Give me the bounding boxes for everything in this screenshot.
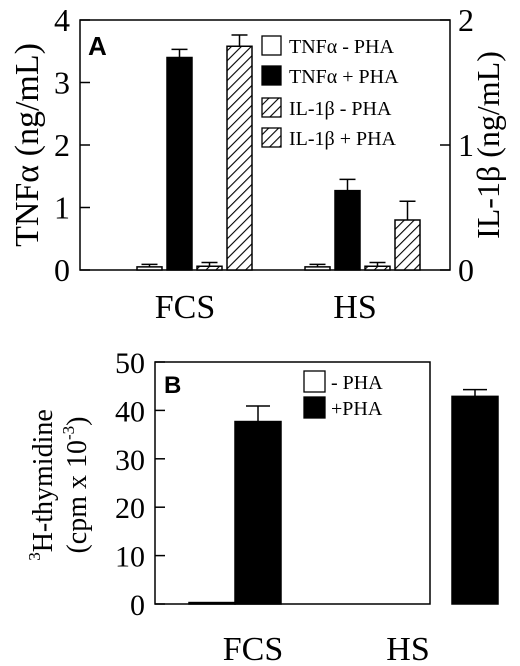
y-tick-label-b: 0: [130, 589, 145, 622]
bar-a: [364, 265, 391, 271]
y-axis-label-b: 3H-thymidine (cpm x 10-3): [25, 409, 93, 561]
chart-panel-a: A 0 1 2 3 4 0 1 2 TNFα - PHA TNFα + PHA IL-1β - P…: [9, 2, 506, 326]
bar-b: [188, 601, 236, 605]
bar-b: [234, 420, 282, 605]
y-axis-label-b-superscript: 3: [25, 552, 44, 561]
y-tick-label-left-a: 0: [54, 252, 70, 288]
category-label-b: HS: [386, 631, 429, 666]
legend-b: - PHA +PHA: [303, 370, 383, 420]
y-tick-label-b: 20: [115, 492, 145, 525]
legend-label-b: +PHA: [331, 398, 383, 420]
y-tick-label-left-a: 4: [54, 2, 70, 38]
panel-label-b: B: [164, 372, 181, 399]
bar-a: [226, 45, 253, 271]
legend-swatch-b: [303, 396, 326, 419]
legend-a: TNFα - PHA TNFα + PHA IL-1β - PHA IL-1β + P…: [261, 35, 399, 150]
y-tick-label-b: 40: [115, 395, 145, 428]
y-tick-label-right-a: 0: [458, 252, 474, 288]
bar-a: [304, 266, 331, 271]
legend-swatch-b: [303, 370, 326, 393]
bar-a: [166, 56, 193, 271]
y-axis-label-b-end: ): [62, 416, 93, 425]
svg-text:3H-thymidine: 3H-thymidine: [25, 409, 59, 561]
panel-label-a: A: [88, 31, 107, 61]
y-axis-label-left-a: TNFα (ng/mL): [9, 43, 46, 247]
bar-b: [451, 395, 499, 605]
y-axis-label-b-exponent: -3: [59, 426, 78, 440]
bar-a: [196, 265, 223, 271]
y-axis-label-b-line1: H-thymidine: [28, 409, 59, 552]
y-axis-label-b-line2: (cpm x 10: [62, 440, 93, 554]
bar-a: [334, 189, 361, 271]
y-tick-label-right-a: 1: [458, 127, 474, 163]
legend-label-b: - PHA: [331, 372, 383, 394]
y-axis-label-right-a: IL-1β (ng/mL): [470, 51, 506, 239]
category-label-b: FCS: [223, 631, 284, 666]
svg-text:(cpm x 10-3): (cpm x 10-3): [59, 416, 93, 553]
legend-swatch-a: [261, 97, 282, 118]
category-label-a: FCS: [155, 289, 216, 326]
bar-a: [136, 266, 163, 271]
chart-panel-b: B 0 10 20 30 40 50 - PHA +PHA 3H-thymidine (cp…: [25, 347, 499, 666]
category-label-a: HS: [333, 289, 376, 326]
legend-label-a: TNFα - PHA: [289, 36, 394, 58]
y-tick-label-left-a: 3: [54, 65, 70, 101]
legend-label-a: IL-1β + PHA: [289, 128, 397, 150]
y-tick-label-b: 10: [115, 541, 145, 574]
y-tick-label-b: 30: [115, 444, 145, 477]
plot-frame-b: [154, 361, 431, 605]
bar-a: [394, 219, 421, 271]
legend-swatch-a: [261, 65, 282, 86]
legend-swatch-a: [261, 127, 282, 148]
y-tick-label-left-a: 1: [54, 190, 70, 226]
legend-label-a: IL-1β - PHA: [289, 98, 392, 120]
y-tick-label-left-a: 2: [54, 127, 70, 163]
y-tick-label-b: 50: [115, 347, 145, 380]
legend-label-a: TNFα + PHA: [289, 66, 399, 88]
legend-swatch-a: [261, 35, 282, 56]
y-tick-label-right-a: 2: [458, 2, 474, 38]
